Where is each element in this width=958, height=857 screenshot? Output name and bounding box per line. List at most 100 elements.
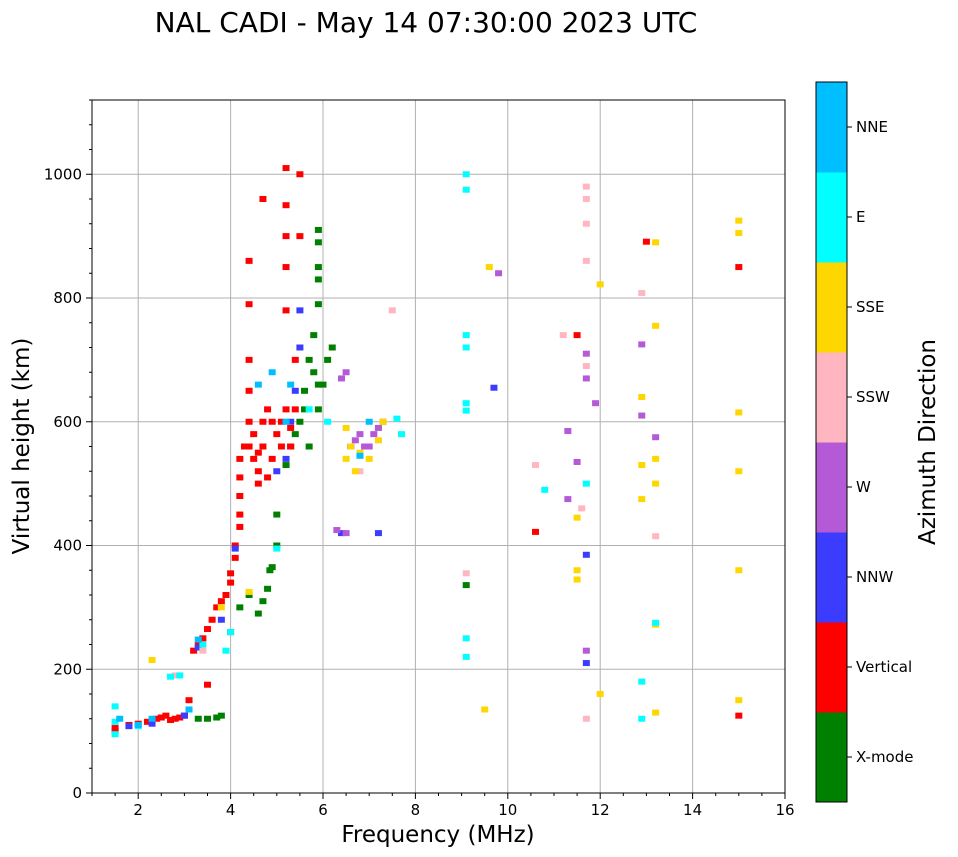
data-point-w (337, 375, 345, 382)
data-point-e (227, 629, 235, 636)
data-point-sse (735, 567, 743, 574)
data-point-nnw (273, 468, 281, 475)
data-point-sse (365, 455, 373, 462)
data-point-vertical (157, 714, 165, 721)
data-point-w (374, 424, 382, 431)
data-point-x-mode (314, 381, 322, 388)
data-point-w (342, 369, 350, 376)
data-point-vertical (236, 493, 244, 499)
data-point-e (462, 186, 470, 193)
x-tick-label: 2 (133, 801, 143, 819)
data-point-sse (638, 462, 646, 469)
data-point-e (462, 653, 470, 660)
data-point-nnw (490, 384, 498, 391)
data-point-vertical (245, 257, 253, 264)
data-point-vertical (250, 455, 258, 462)
data-point-sse (351, 468, 359, 475)
data-point-vertical (735, 264, 743, 271)
data-point-sse (356, 449, 364, 456)
data-point-x-mode (291, 431, 299, 438)
data-point-e (111, 703, 119, 710)
data-point-ssw (582, 363, 590, 370)
data-point-e (462, 407, 470, 414)
data-point-vertical (231, 554, 239, 561)
y-tick-label: 0 (72, 784, 82, 802)
colorbar-swatch-sse (816, 262, 847, 353)
data-point-x-mode (314, 264, 322, 271)
data-point-vertical (259, 196, 267, 202)
data-point-w (495, 270, 503, 277)
data-point-sse (148, 656, 156, 663)
data-point-vertical (282, 233, 290, 240)
colorbar-frame (815, 81, 848, 803)
data-point-ssw (462, 570, 470, 577)
colorbar-label: Azimuth Direction (915, 339, 941, 545)
data-point-x-mode (305, 443, 313, 450)
data-point-vertical (296, 233, 304, 240)
data-point-vertical (162, 712, 170, 719)
data-point-nne (116, 715, 124, 722)
x-tick-label: 8 (411, 801, 421, 819)
data-point-x-mode (296, 418, 304, 425)
colorbar-swatch-w (816, 442, 847, 533)
data-point-vertical (291, 356, 299, 363)
data-point-vertical (236, 474, 244, 481)
data-point-e (541, 486, 549, 493)
data-point-nnw (125, 723, 133, 730)
data-point-vertical (245, 301, 253, 308)
colorbar-label-nnw: NNW (856, 568, 893, 586)
data-point-sse (735, 409, 743, 416)
data-point-sse (347, 443, 355, 450)
y-tick-label: 200 (53, 660, 82, 678)
data-point-vertical (236, 523, 244, 530)
data-point-vertical (296, 171, 304, 178)
data-point-vertical (573, 332, 581, 339)
data-point-vertical (259, 418, 267, 425)
data-point-sse (573, 576, 581, 583)
data-point-vertical (153, 715, 161, 722)
colorbar-label-e: E (856, 208, 865, 226)
data-point-nnw (291, 387, 299, 394)
data-point-e (176, 672, 184, 679)
data-point-vertical (204, 681, 211, 688)
data-point-vertical (287, 443, 295, 450)
data-point-nnw (231, 545, 239, 552)
data-point-nne (185, 706, 193, 713)
data-point-vertical (222, 592, 230, 598)
colorbar-swatch-nne (816, 82, 847, 173)
data-point-nne (194, 636, 202, 643)
data-point-x-mode (319, 381, 327, 388)
data-point-nnw (374, 530, 382, 537)
data-point-ssw (388, 307, 396, 314)
data-point-ssw (582, 715, 590, 722)
data-point-vertical (236, 511, 244, 518)
data-point-x-mode (264, 585, 272, 592)
data-point-sse (652, 322, 660, 329)
data-point-vertical (199, 635, 207, 642)
data-point-vertical (642, 238, 650, 245)
data-point-vertical (185, 697, 193, 704)
data-point-sse (342, 455, 350, 462)
colorbar-swatch-x-mode (816, 712, 847, 803)
data-point-ssw (582, 220, 590, 227)
data-point-w (351, 437, 359, 444)
y-tick-label: 1000 (44, 165, 82, 183)
data-point-e (462, 344, 470, 351)
data-point-vertical (532, 528, 540, 535)
x-tick-label: 4 (226, 801, 236, 819)
data-point-x-mode (328, 344, 336, 351)
data-point-x-mode (266, 567, 274, 574)
data-point-vertical (167, 716, 175, 723)
data-point-x-mode (310, 369, 318, 376)
data-point-e (462, 635, 470, 642)
colorbar-label-ssw: SSW (856, 388, 890, 406)
data-point-x-mode (310, 332, 318, 339)
data-point-x-mode (301, 387, 309, 394)
data-point-ssw (199, 647, 207, 654)
data-point-w (573, 458, 581, 465)
colorbar-swatch-vertical (816, 622, 847, 713)
colorbar-swatch-e (816, 172, 847, 263)
data-point-e (638, 715, 646, 722)
data-point-sse (374, 437, 382, 444)
y-tick-label: 400 (53, 537, 82, 555)
